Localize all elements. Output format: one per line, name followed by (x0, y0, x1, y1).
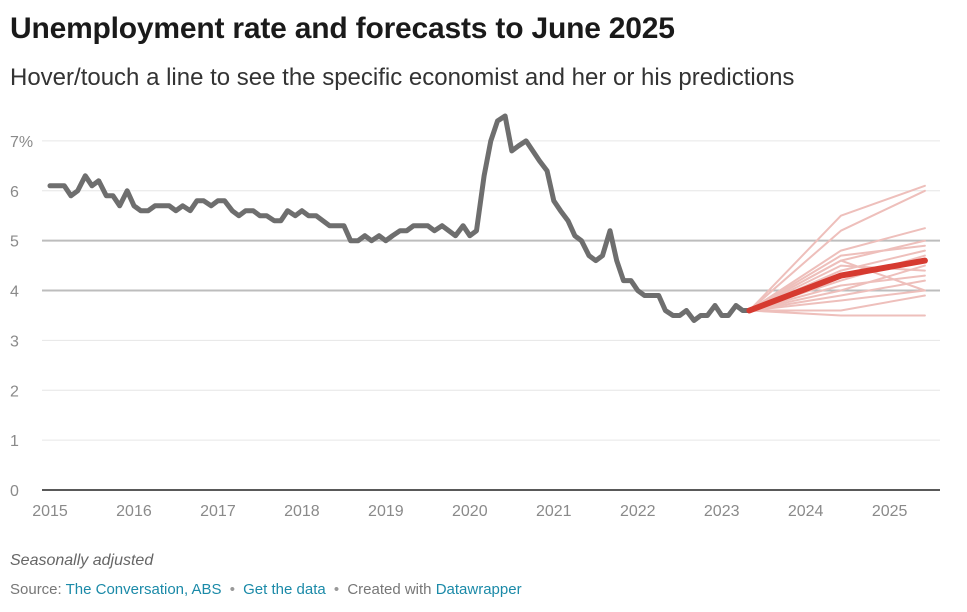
chart-footer: Source: The Conversation, ABS • Get the … (10, 581, 522, 598)
chart-notes: Seasonally adjusted (10, 552, 154, 569)
economist-forecast-line[interactable] (748, 227, 926, 312)
economist-forecast-line[interactable] (748, 264, 926, 312)
chart-title: Unemployment rate and forecasts to June … (10, 12, 675, 45)
economist-forecast-line[interactable] (748, 279, 926, 312)
x-tick-label: 2025 (872, 503, 908, 520)
economist-forecast-line[interactable] (748, 184, 926, 312)
chart-subtitle: Hover/touch a line to see the specific e… (10, 64, 795, 91)
x-tick-label: 2023 (704, 503, 740, 520)
x-tick-label: 2017 (200, 503, 236, 520)
x-tick-label: 2024 (788, 503, 824, 520)
economist-forecast-line[interactable] (748, 309, 926, 317)
source-prefix: Source: (10, 581, 62, 598)
economist-forecast-lines[interactable] (748, 184, 926, 317)
source-link[interactable]: The Conversation, ABS (65, 581, 222, 598)
x-tick-label: 2016 (116, 503, 152, 520)
x-tick-label: 2020 (452, 503, 488, 520)
get-data-link[interactable]: Get the data (243, 581, 326, 598)
x-tick-label: 2018 (284, 503, 320, 520)
y-tick-label: 7% (10, 134, 33, 151)
median-forecast-line[interactable] (746, 257, 928, 314)
footer-separator: • (229, 581, 235, 598)
x-tick-label: 2021 (536, 503, 572, 520)
series-lines[interactable] (47, 113, 928, 323)
y-tick-label: 6 (10, 184, 19, 201)
footer-separator: • (333, 581, 340, 598)
datawrapper-link[interactable]: Datawrapper (435, 581, 522, 598)
created-with-label: Created with (347, 581, 432, 598)
y-tick-label: 1 (10, 433, 19, 450)
y-tick-label: 2 (10, 383, 19, 400)
unemployment-history-line[interactable] (47, 113, 752, 323)
economist-forecast-line[interactable] (748, 294, 926, 312)
y-tick-label: 3 (10, 333, 19, 350)
y-tick-label: 4 (10, 284, 19, 301)
economist-forecast-line[interactable] (748, 274, 926, 312)
y-axis-tick-labels: 7% 6 5 4 3 2 1 0 (10, 134, 33, 500)
y-tick-label: 0 (10, 483, 19, 500)
economist-forecast-line[interactable] (748, 289, 926, 312)
economist-forecast-line[interactable] (748, 189, 926, 312)
x-tick-label: 2022 (620, 503, 656, 520)
x-axis-tick-labels: 2015 2016 2017 2018 2019 2020 2021 2022 2023 2024… (32, 503, 907, 520)
x-tick-label: 2019 (368, 503, 404, 520)
economist-forecast-line[interactable] (748, 264, 926, 312)
economist-forecast-line[interactable] (748, 244, 926, 312)
x-tick-label: 2015 (32, 503, 68, 520)
economist-forecast-line[interactable] (748, 259, 926, 312)
y-tick-label: 5 (10, 234, 19, 251)
